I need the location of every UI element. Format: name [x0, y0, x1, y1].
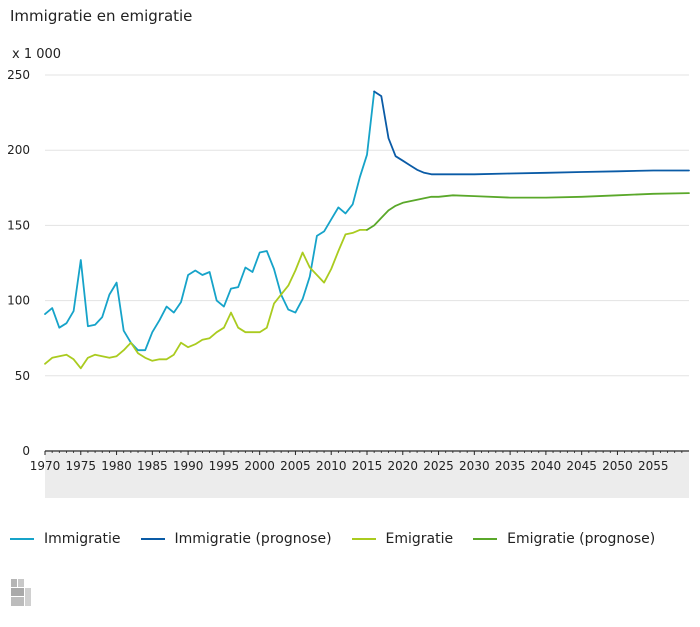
legend-swatch-immigratie [10, 538, 34, 540]
x-tick-label: 2030 [459, 459, 490, 473]
x-tick-label: 1990 [173, 459, 204, 473]
x-tick-label: 2020 [388, 459, 419, 473]
y-tick-label: 0 [22, 444, 30, 458]
y-tick-label: 150 [7, 218, 30, 232]
x-tick-label: 2050 [602, 459, 633, 473]
y-tick-label: 250 [7, 68, 30, 82]
x-tick-label: 2015 [352, 459, 383, 473]
series-line-emigratie-prognose[interactable] [366, 192, 690, 231]
line-chart: 0 50 100 150 200 250 1970 1975 1980 1985 1990 1995… [7, 68, 690, 498]
x-tick-label: 2025 [423, 459, 454, 473]
legend-label-immigratie-prognose: Immigratie (prognose) [174, 531, 332, 547]
x-tick-label: 1975 [66, 459, 97, 473]
legend-item-emigratie-prognose[interactable]: Emigratie (prognose) [473, 531, 655, 547]
legend-item-immigratie[interactable]: Immigratie [10, 531, 121, 547]
legend-swatch-emigratie [351, 538, 376, 540]
x-tick-label: 1985 [137, 459, 168, 473]
chart-legend: Immigratie Immigratie (prognose) Emigrat… [10, 531, 675, 547]
legend-label-emigratie-prognose: Emigratie (prognose) [507, 531, 656, 547]
legend-label-immigratie: Immigratie [44, 531, 121, 547]
x-axis-band [45, 452, 689, 498]
x-tick-label: 2000 [244, 459, 275, 473]
series-line-immigratie-prognose[interactable] [373, 90, 690, 176]
x-tick-label: 1970 [30, 459, 61, 473]
x-tick-label: 2035 [495, 459, 526, 473]
series-line-immigratie[interactable] [44, 90, 376, 352]
x-tick-label: 2055 [638, 459, 669, 473]
legend-item-immigratie-prognose[interactable]: Immigratie (prognose) [140, 531, 332, 547]
y-axis-unit-label: x 1 000 [12, 47, 62, 62]
series-line-emigratie[interactable] [44, 228, 368, 370]
y-tick-label: 50 [15, 369, 30, 383]
x-tick-label: 1995 [209, 459, 240, 473]
x-tick-label: 2045 [566, 459, 597, 473]
x-tick-label: 2010 [316, 459, 347, 473]
y-tick-label: 200 [7, 143, 30, 157]
x-tick-label: 2005 [280, 459, 311, 473]
y-tick-label: 100 [7, 294, 30, 308]
cbs-logo [11, 579, 31, 606]
legend-swatch-emigratie-prognose [473, 538, 498, 540]
legend-swatch-immigratie-prognose [140, 538, 165, 540]
legend-item-emigratie[interactable]: Emigratie [351, 531, 454, 547]
legend-label-emigratie: Emigratie [385, 531, 454, 547]
x-tick-label: 2040 [531, 459, 562, 473]
x-tick-label: 1980 [101, 459, 132, 473]
chart-title: Immigratie en emigratie [10, 7, 193, 25]
